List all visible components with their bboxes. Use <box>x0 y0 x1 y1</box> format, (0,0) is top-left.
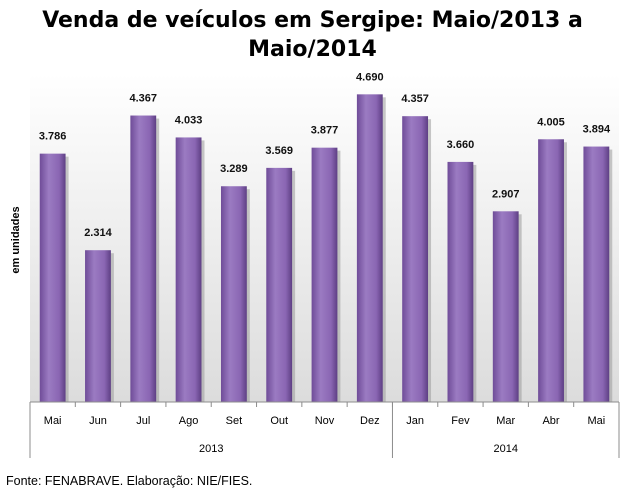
data-label: 3.786 <box>39 131 67 143</box>
data-label: 4.367 <box>130 93 158 105</box>
bar <box>311 147 338 402</box>
data-label: 3.569 <box>265 145 293 157</box>
bar <box>266 167 293 402</box>
bar <box>583 146 610 402</box>
bar <box>39 153 66 402</box>
bar <box>492 211 519 402</box>
x-tick-label: Abr <box>542 415 559 427</box>
x-tick-label: Mar <box>496 415 515 427</box>
data-label: 3.894 <box>583 124 611 136</box>
chart-title: Venda de veículos em Sergipe: Maio/2013 … <box>0 6 625 64</box>
bar <box>447 161 474 402</box>
data-label: 4.033 <box>175 114 203 126</box>
chart-title-line-2: Maio/2014 <box>248 37 377 62</box>
bar-chart: 3.786 Mai 2.314 Jun 4.367 Jul 4.033 Ago 3.289 Set… <box>10 71 620 458</box>
bar <box>175 137 202 403</box>
source-note: Fonte: FENABRAVE. Elaboração: NIE/FIES. <box>6 474 253 488</box>
bar <box>538 139 564 402</box>
bar <box>220 186 247 402</box>
bar <box>130 115 157 402</box>
data-label: 3.289 <box>220 163 248 175</box>
x-tick-label: Jan <box>406 415 424 427</box>
bar <box>402 116 429 403</box>
bar <box>356 94 383 402</box>
group-label: 2013 <box>199 443 223 455</box>
data-label: 2.314 <box>84 227 112 239</box>
group-label: 2014 <box>493 443 517 455</box>
x-tick-label: Out <box>270 415 288 427</box>
x-tick-label: Set <box>226 415 243 427</box>
data-label: 4.690 <box>356 71 384 83</box>
x-tick-label: Jul <box>136 415 150 427</box>
y-axis-label: em unidades <box>10 206 22 273</box>
x-tick-label: Dez <box>360 415 380 427</box>
data-label: 2.907 <box>492 188 520 200</box>
x-tick-label: Ago <box>179 415 199 427</box>
x-tick-label: Jun <box>89 415 107 427</box>
x-tick-label: Nov <box>315 415 335 427</box>
chart-title-line-1: Venda de veículos em Sergipe: Maio/2013 … <box>42 8 583 33</box>
data-label: 4.357 <box>401 93 429 105</box>
data-label: 3.660 <box>447 139 475 151</box>
data-label: 4.005 <box>537 116 565 128</box>
bar <box>85 250 111 402</box>
x-tick-label: Mai <box>587 415 605 427</box>
x-tick-label: Mai <box>44 415 62 427</box>
x-tick-label: Fev <box>451 415 470 427</box>
data-label: 3.877 <box>311 125 339 137</box>
